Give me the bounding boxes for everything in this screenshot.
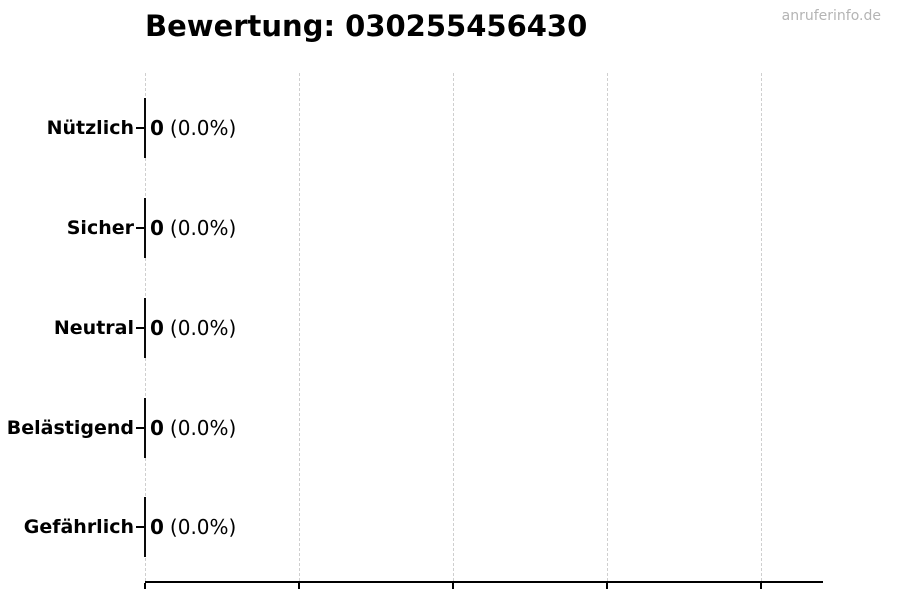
value-percent: (0.0%) xyxy=(169,216,237,240)
value-label: 0 (0.0%) xyxy=(150,416,236,440)
value-count: 0 xyxy=(150,216,164,240)
watermark-text: anruferinfo.de xyxy=(781,8,881,24)
chart-title: Bewertung: 030255456430 xyxy=(145,9,588,43)
zero-value-bar xyxy=(144,198,146,258)
y-axis-tick xyxy=(136,427,144,429)
category-label: Gefährlich xyxy=(23,516,134,538)
y-axis-tick xyxy=(136,526,144,528)
y-axis-tick xyxy=(136,327,144,329)
value-label: 0 (0.0%) xyxy=(150,216,236,240)
category-label: Belästigend xyxy=(6,417,134,439)
y-axis-tick xyxy=(136,227,144,229)
gridline xyxy=(607,73,608,581)
x-axis-tick xyxy=(606,583,608,589)
zero-value-bar xyxy=(144,497,146,557)
category-label: Nützlich xyxy=(46,117,134,139)
value-count: 0 xyxy=(150,416,164,440)
plot-area xyxy=(145,73,823,583)
zero-value-bar xyxy=(144,398,146,458)
value-percent: (0.0%) xyxy=(169,416,237,440)
x-axis-tick xyxy=(452,583,454,589)
value-count: 0 xyxy=(150,316,164,340)
value-label: 0 (0.0%) xyxy=(150,316,236,340)
category-label: Sicher xyxy=(66,217,134,239)
gridline xyxy=(299,73,300,581)
value-label: 0 (0.0%) xyxy=(150,515,236,539)
x-axis-tick xyxy=(144,583,146,589)
value-label: 0 (0.0%) xyxy=(150,116,236,140)
gridline xyxy=(453,73,454,581)
value-percent: (0.0%) xyxy=(169,515,237,539)
x-axis-tick xyxy=(298,583,300,589)
x-axis-tick xyxy=(760,583,762,589)
category-label: Neutral xyxy=(53,317,134,339)
y-axis-tick xyxy=(136,127,144,129)
gridline xyxy=(761,73,762,581)
value-count: 0 xyxy=(150,116,164,140)
value-percent: (0.0%) xyxy=(169,316,237,340)
zero-value-bar xyxy=(144,298,146,358)
value-count: 0 xyxy=(150,515,164,539)
value-percent: (0.0%) xyxy=(169,116,237,140)
zero-value-bar xyxy=(144,98,146,158)
